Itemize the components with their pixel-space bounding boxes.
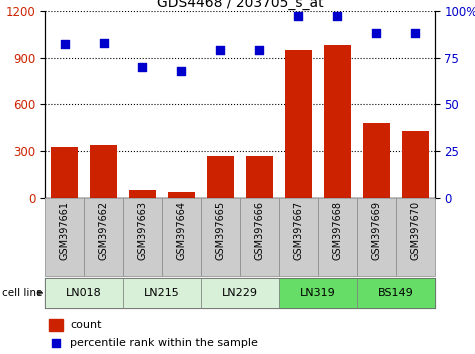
Bar [201, 198, 240, 276]
Bar [201, 278, 279, 308]
Bar [90, 145, 117, 198]
Bar [84, 198, 123, 276]
Text: GSM397670: GSM397670 [410, 201, 420, 260]
Bar [51, 147, 78, 198]
Text: GSM397668: GSM397668 [332, 201, 342, 259]
Text: GSM397664: GSM397664 [176, 201, 187, 259]
Bar [45, 198, 84, 276]
Point [178, 68, 185, 74]
Text: GSM397663: GSM397663 [137, 201, 148, 259]
Bar [168, 192, 195, 198]
Text: LN319: LN319 [300, 288, 336, 298]
Bar [49, 319, 63, 331]
Bar [45, 278, 123, 308]
Bar [123, 278, 201, 308]
Text: percentile rank within the sample: percentile rank within the sample [70, 338, 258, 348]
Point [217, 47, 224, 53]
Bar [285, 50, 312, 198]
Bar [240, 198, 279, 276]
Bar [123, 198, 162, 276]
Bar [323, 45, 351, 198]
Point [52, 340, 60, 346]
Bar [357, 278, 435, 308]
Text: GSM397662: GSM397662 [98, 201, 109, 260]
Bar [357, 198, 396, 276]
Point [333, 13, 341, 19]
Bar [279, 278, 357, 308]
Bar [396, 198, 435, 276]
Bar [129, 190, 156, 198]
Point [411, 30, 419, 36]
Text: GSM397667: GSM397667 [293, 201, 304, 260]
Point [61, 41, 68, 47]
Text: count: count [70, 320, 102, 330]
Text: BS149: BS149 [378, 288, 414, 298]
Text: cell line: cell line [2, 288, 43, 298]
Point [139, 64, 146, 70]
Title: GDS4468 / 203705_s_at: GDS4468 / 203705_s_at [157, 0, 323, 10]
Bar [162, 198, 201, 276]
Bar [246, 156, 273, 198]
Text: LN018: LN018 [66, 288, 102, 298]
Text: LN229: LN229 [222, 288, 258, 298]
Text: GSM397661: GSM397661 [59, 201, 70, 259]
Bar [279, 198, 318, 276]
Bar [207, 156, 234, 198]
Text: GSM397665: GSM397665 [215, 201, 226, 260]
Bar [362, 123, 390, 198]
Text: GSM397666: GSM397666 [254, 201, 265, 259]
Point [256, 47, 263, 53]
Bar [401, 131, 429, 198]
Text: GSM397669: GSM397669 [371, 201, 381, 259]
Point [294, 13, 302, 19]
Point [100, 40, 107, 45]
Bar [318, 198, 357, 276]
Text: LN215: LN215 [144, 288, 180, 298]
Point [372, 30, 380, 36]
